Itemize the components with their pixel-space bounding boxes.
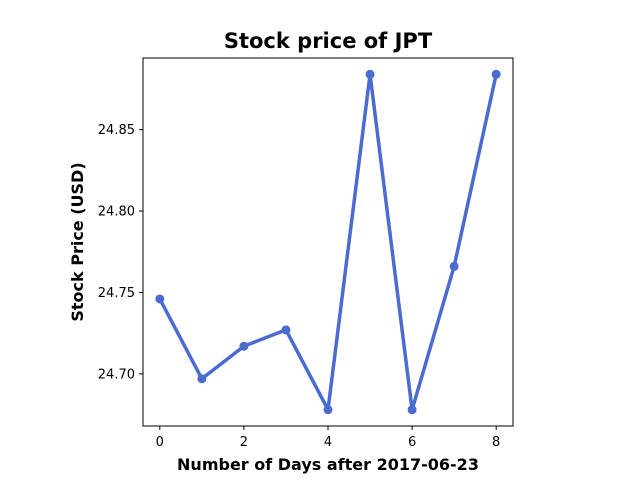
y-tick-label: 24.75	[98, 286, 135, 301]
chart-title: Stock price of JPT	[224, 29, 433, 53]
x-tick-label: 2	[240, 435, 248, 450]
data-point	[449, 261, 459, 271]
x-tick-label: 4	[324, 435, 332, 450]
y-axis: 24.70 24.75 24.80 24.85	[98, 123, 143, 382]
y-tick-label: 24.70	[98, 367, 135, 382]
data-point	[491, 69, 501, 79]
data-point	[281, 325, 291, 335]
x-tick-label: 6	[408, 435, 416, 450]
x-tick-label: 8	[492, 435, 500, 450]
x-axis-label: Number of Days after 2017-06-23	[177, 455, 479, 474]
series-line	[158, 72, 498, 412]
data-point	[407, 405, 417, 415]
series-group	[155, 69, 501, 415]
y-tick-label: 24.85	[98, 123, 135, 138]
y-axis-label: Stock Price (USD)	[68, 162, 87, 321]
x-axis: 0 2 4 6 8	[156, 426, 500, 450]
data-point	[323, 405, 333, 415]
data-point	[155, 294, 165, 304]
data-point	[197, 374, 207, 384]
data-point	[365, 69, 375, 79]
data-point	[239, 341, 249, 351]
x-tick-label: 0	[156, 435, 164, 450]
y-tick-label: 24.80	[98, 205, 135, 220]
